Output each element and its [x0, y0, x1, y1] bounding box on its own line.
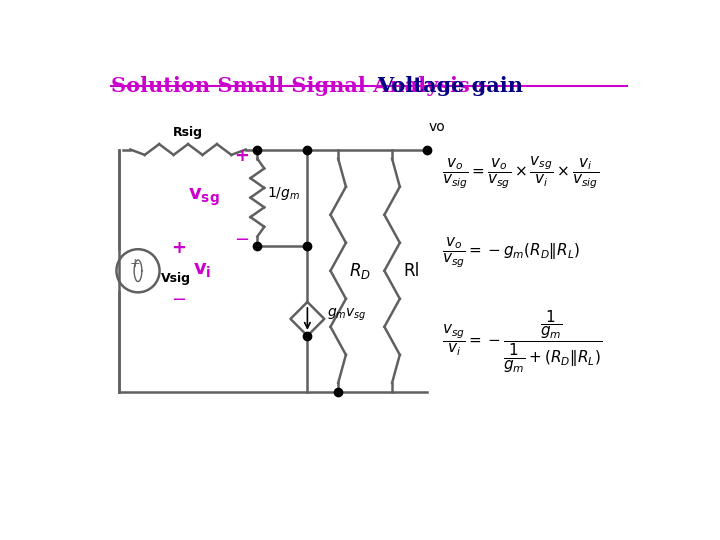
- Text: vo: vo: [429, 120, 446, 134]
- Text: $-$: $-$: [235, 229, 250, 247]
- Text: +: +: [130, 256, 140, 269]
- Text: $g_m v_{sg}$: $g_m v_{sg}$: [327, 307, 366, 323]
- Text: Rl: Rl: [403, 262, 419, 280]
- Text: Rsig: Rsig: [173, 126, 203, 139]
- Text: $\dfrac{v_o}{v_{sig}} = \dfrac{v_o}{v_{sg}} \times \dfrac{v_{sg}}{v_i} \times \d: $\dfrac{v_o}{v_{sig}} = \dfrac{v_o}{v_{s…: [442, 154, 599, 191]
- Text: $\dfrac{v_o}{v_{sg}} = -g_m \left(R_D \| R_L\right)$: $\dfrac{v_o}{v_{sg}} = -g_m \left(R_D \|…: [442, 237, 580, 271]
- Text: +: +: [171, 239, 186, 256]
- Text: Solution Small Signal Analysis :: Solution Small Signal Analysis :: [111, 76, 492, 96]
- Text: $\mathbf{v_{sg}}$: $\mathbf{v_{sg}}$: [188, 187, 220, 208]
- Text: Vsig: Vsig: [161, 272, 191, 285]
- Text: +: +: [235, 147, 249, 165]
- Text: $\mathbf{v_i}$: $\mathbf{v_i}$: [193, 261, 211, 280]
- Text: $1/g_m$: $1/g_m$: [266, 185, 300, 202]
- Text: $R_D$: $R_D$: [349, 261, 371, 281]
- Text: $-$: $-$: [171, 289, 186, 307]
- Text: Voltage gain: Voltage gain: [377, 76, 523, 96]
- Text: $\dfrac{v_{sg}}{v_i} = -\dfrac{\dfrac{1}{g_m}}{\dfrac{1}{g_m} + \left(R_D \| R_L: $\dfrac{v_{sg}}{v_i} = -\dfrac{\dfrac{1}…: [442, 309, 602, 375]
